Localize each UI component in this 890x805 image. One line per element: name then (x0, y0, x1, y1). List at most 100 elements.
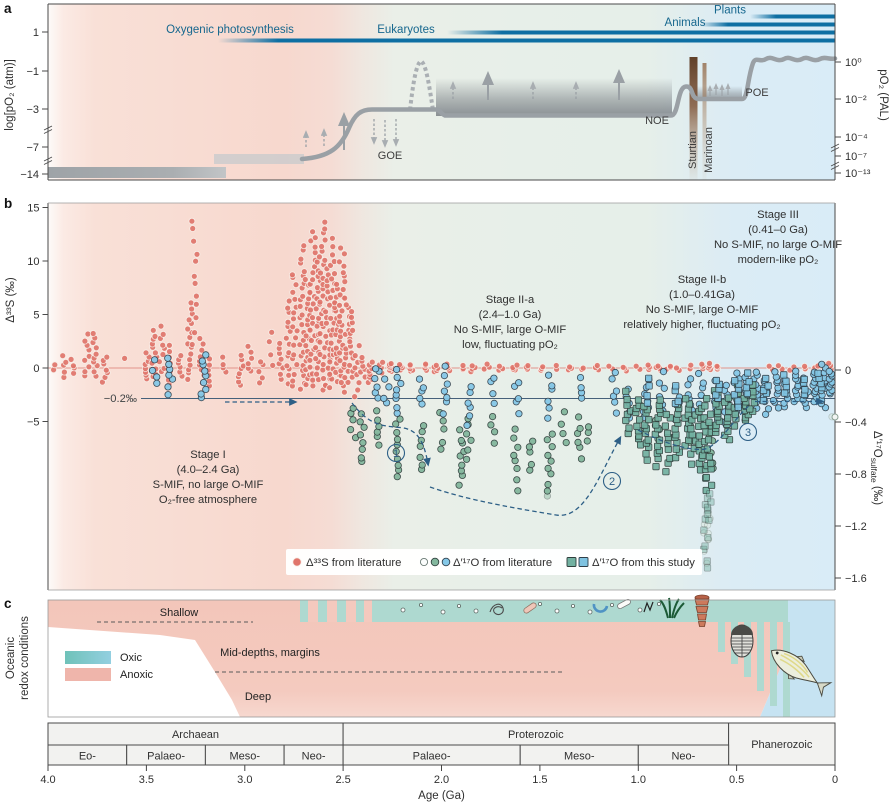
pre-goe-oxygen-band (48, 167, 226, 178)
stage1-line1: Stage I (190, 449, 225, 461)
proterozoic-label: Proterozoic (508, 729, 564, 741)
anoxic-label: Anoxic (120, 669, 154, 681)
data-point (440, 371, 448, 380)
data-point (51, 361, 59, 369)
data-point (686, 375, 695, 383)
data-point (61, 368, 68, 376)
data-point (707, 410, 715, 418)
data-point (85, 363, 93, 371)
data-point (349, 326, 357, 334)
data-point (296, 302, 304, 310)
animals-bar (728, 22, 835, 27)
data-point (351, 352, 359, 360)
deep-label: Deep (245, 691, 271, 703)
data-point (318, 243, 326, 250)
data-point (644, 436, 652, 444)
data-point (381, 375, 389, 383)
panel-letter-c: c (4, 596, 12, 611)
tick: 10 (27, 256, 39, 268)
data-point (290, 315, 297, 323)
data-point (703, 494, 712, 502)
data-point (490, 428, 499, 436)
series-d17o-this-study-blue (643, 369, 826, 411)
data-point (462, 455, 471, 463)
data-point (654, 442, 662, 450)
palaeo-proterozoic-label: Palaeo- (413, 751, 451, 763)
data-point (576, 424, 584, 433)
data-point (356, 431, 364, 439)
neo-archaean-label: Neo- (302, 751, 326, 763)
data-point (375, 441, 383, 449)
tick: 1.0 (631, 774, 646, 786)
data-point (529, 437, 537, 445)
data-point (645, 382, 653, 390)
tick: 2.0 (434, 774, 449, 786)
stage2b-line1: Stage II-b (678, 274, 727, 286)
data-point (687, 425, 695, 433)
worm-icon (489, 603, 504, 616)
data-point (762, 374, 770, 383)
data-point (672, 445, 680, 453)
data-point (623, 395, 631, 404)
data-point (548, 382, 556, 390)
data-point (730, 391, 739, 399)
data-point (662, 468, 670, 476)
number-1-circle (386, 443, 406, 463)
data-point (316, 351, 324, 358)
data-point (780, 371, 788, 379)
data-point (734, 397, 742, 405)
data-point (351, 364, 359, 372)
data-point (622, 416, 630, 425)
stage-annotations: Stage I (4.0–2.4 Ga) S-MIF, no large O-M… (153, 209, 843, 506)
data-point (577, 455, 586, 463)
data-point (298, 321, 306, 329)
data-point (121, 354, 128, 362)
data-point (443, 393, 451, 402)
data-point (724, 427, 732, 436)
data-point (371, 374, 379, 383)
data-point (198, 346, 206, 354)
capsule-icon (617, 598, 631, 610)
data-point (655, 379, 664, 387)
data-point (192, 257, 200, 265)
tick: 5 (33, 310, 39, 322)
data-point (698, 360, 706, 368)
data-point (372, 365, 380, 373)
data-point (706, 490, 714, 498)
data-point (661, 422, 670, 430)
data-point (297, 255, 305, 263)
data-point (759, 397, 768, 405)
tick: 0 (845, 365, 851, 377)
data-point (548, 443, 556, 451)
poe-label: POE (745, 87, 768, 99)
data-point (373, 407, 381, 415)
data-point (490, 399, 498, 407)
data-point (465, 412, 474, 420)
data-point (306, 326, 314, 334)
data-point (320, 375, 327, 382)
data-point (302, 381, 310, 389)
data-point (464, 399, 472, 407)
data-point (672, 382, 680, 390)
data-point (309, 300, 317, 308)
legend-blue-circle-icon (441, 557, 451, 567)
data-point (255, 368, 263, 376)
data-point (149, 326, 157, 334)
yright-main: Δ′¹⁷O (871, 431, 883, 458)
data-point (348, 308, 356, 316)
data-point (642, 450, 650, 458)
data-point (313, 284, 321, 292)
sturtian-glaciation-bar (689, 57, 698, 180)
data-point (293, 327, 301, 335)
data-point (164, 354, 172, 362)
panel-c-ylabel-line2: redox conditions (19, 616, 31, 700)
data-point (415, 375, 424, 383)
data-point (458, 461, 466, 469)
data-point (340, 388, 348, 396)
legend-box (286, 549, 702, 575)
data-point (290, 371, 298, 378)
data-point (244, 342, 252, 350)
data-point (782, 377, 790, 385)
data-point (317, 269, 324, 277)
envelope-numbers: 1 2 3 (386, 422, 758, 491)
